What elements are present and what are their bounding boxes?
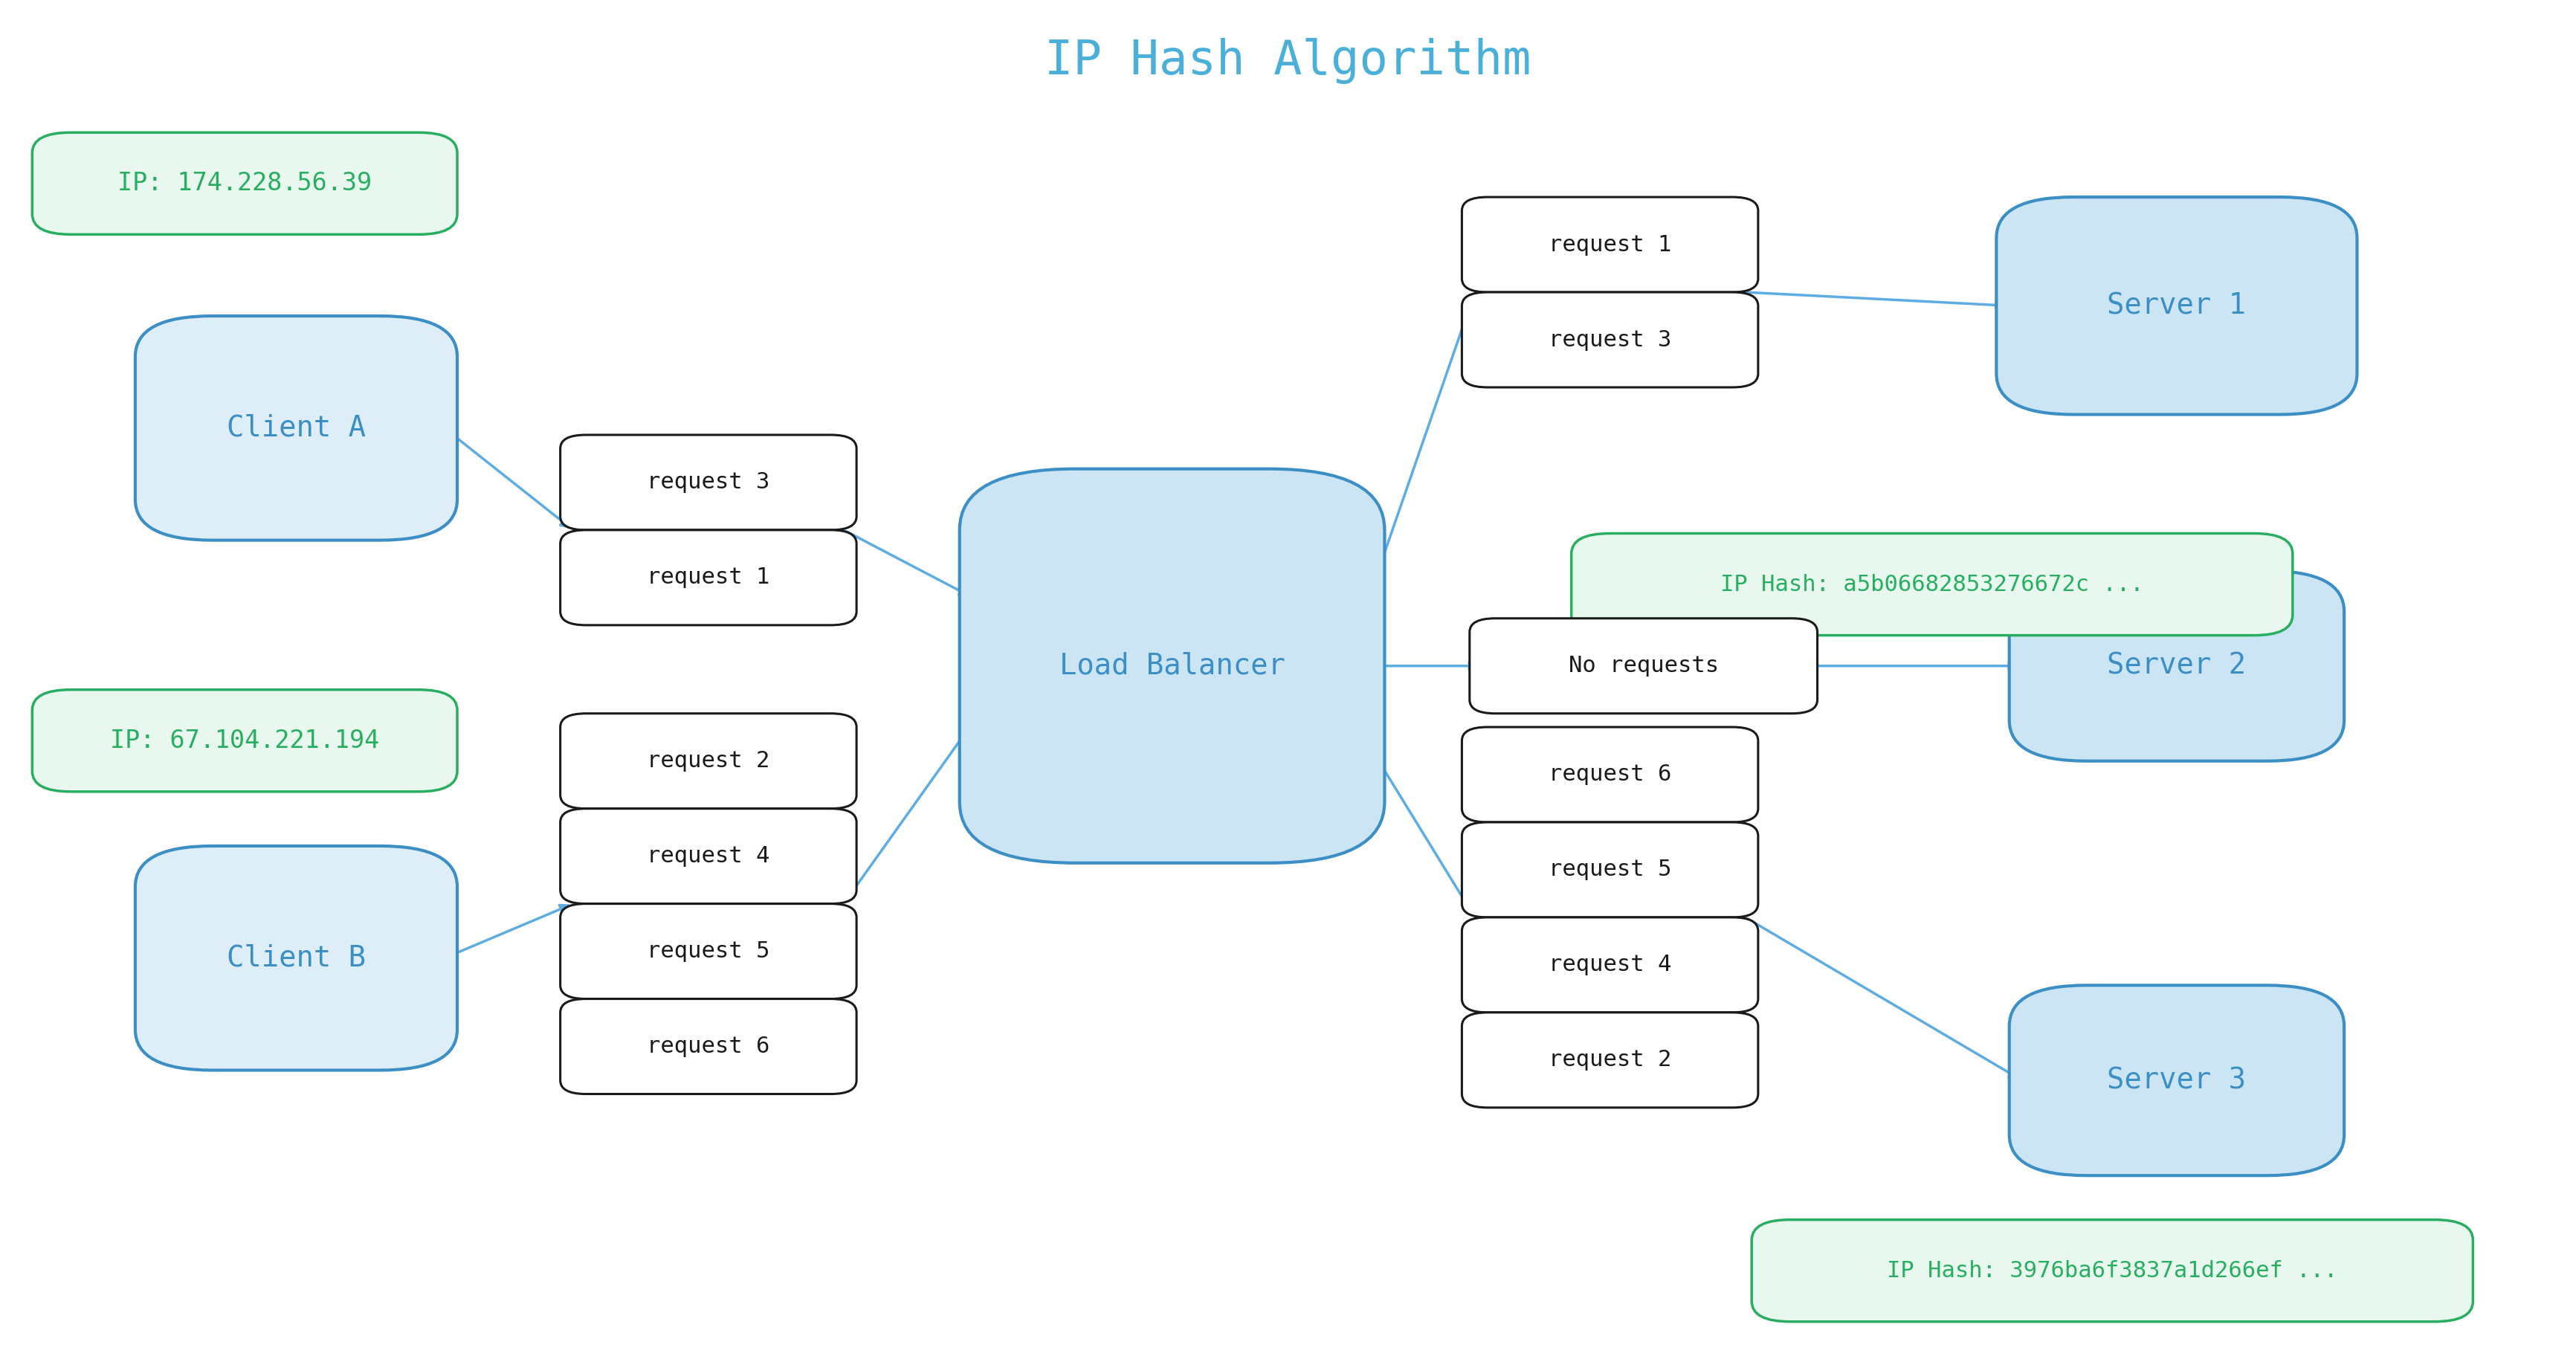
Text: Load Balancer: Load Balancer	[1059, 652, 1285, 680]
Text: IP Hash: a5b06682853276672c ...: IP Hash: a5b06682853276672c ...	[1721, 573, 2143, 595]
FancyBboxPatch shape	[1463, 292, 1759, 387]
FancyBboxPatch shape	[562, 999, 855, 1094]
Text: request 3: request 3	[647, 472, 770, 493]
FancyBboxPatch shape	[562, 904, 855, 999]
FancyBboxPatch shape	[2009, 985, 2344, 1176]
Text: request 1: request 1	[1548, 234, 1672, 255]
FancyBboxPatch shape	[31, 690, 459, 791]
FancyBboxPatch shape	[1463, 727, 1759, 822]
Text: request 6: request 6	[1548, 764, 1672, 786]
FancyBboxPatch shape	[1463, 917, 1759, 1012]
Text: IP: 174.228.56.39: IP: 174.228.56.39	[118, 171, 371, 196]
FancyBboxPatch shape	[137, 845, 459, 1071]
Text: request 5: request 5	[647, 940, 770, 962]
Text: request 4: request 4	[1548, 954, 1672, 976]
FancyBboxPatch shape	[1463, 1012, 1759, 1108]
FancyBboxPatch shape	[1752, 1220, 2473, 1321]
FancyBboxPatch shape	[1571, 534, 2293, 636]
FancyBboxPatch shape	[961, 469, 1386, 863]
Text: request 6: request 6	[647, 1036, 770, 1057]
Text: Server 1: Server 1	[2107, 292, 2246, 319]
FancyBboxPatch shape	[1468, 618, 1819, 713]
FancyBboxPatch shape	[562, 530, 855, 625]
Text: Server 2: Server 2	[2107, 652, 2246, 680]
FancyBboxPatch shape	[562, 809, 855, 904]
FancyBboxPatch shape	[31, 133, 459, 234]
Text: request 4: request 4	[647, 845, 770, 867]
Text: Client B: Client B	[227, 945, 366, 972]
FancyBboxPatch shape	[1463, 822, 1759, 917]
Text: request 5: request 5	[1548, 859, 1672, 881]
FancyBboxPatch shape	[1463, 197, 1759, 292]
Text: IP: 67.104.221.194: IP: 67.104.221.194	[111, 728, 379, 753]
Text: IP Hash: 3976ba6f3837a1d266ef ...: IP Hash: 3976ba6f3837a1d266ef ...	[1886, 1260, 2339, 1282]
FancyBboxPatch shape	[562, 713, 855, 809]
Text: No requests: No requests	[1569, 655, 1718, 677]
Text: request 2: request 2	[647, 750, 770, 772]
FancyBboxPatch shape	[2009, 571, 2344, 761]
FancyBboxPatch shape	[562, 435, 855, 530]
Text: request 1: request 1	[647, 567, 770, 588]
FancyBboxPatch shape	[1996, 197, 2357, 414]
Text: IP Hash Algorithm: IP Hash Algorithm	[1046, 38, 1530, 84]
Text: Server 3: Server 3	[2107, 1067, 2246, 1094]
FancyBboxPatch shape	[137, 315, 459, 540]
Text: request 2: request 2	[1548, 1049, 1672, 1071]
Text: Client A: Client A	[227, 414, 366, 442]
Text: request 3: request 3	[1548, 329, 1672, 351]
